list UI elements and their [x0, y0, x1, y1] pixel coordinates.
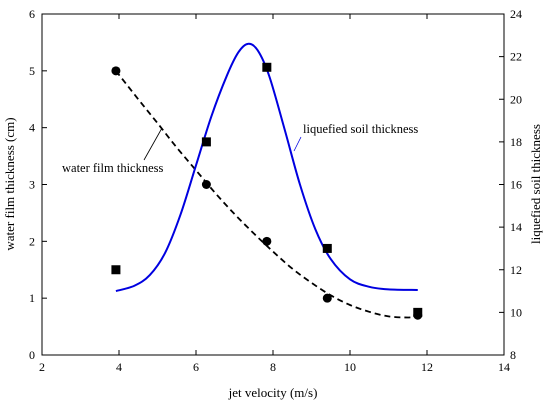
x-tick-label: 12 — [421, 360, 433, 374]
left-y-tick-label: 1 — [29, 291, 35, 305]
plot-frame — [41, 13, 505, 356]
right-y-tick-label: 18 — [510, 135, 522, 149]
x-tick-label: 4 — [116, 360, 122, 374]
x-tick-label: 2 — [39, 360, 45, 374]
right-y-tick-label: 12 — [510, 263, 522, 277]
water-film-thickness-point — [322, 293, 332, 303]
liquefied-soil-thickness-point — [262, 62, 272, 72]
water-film-annotation: water film thickness — [62, 161, 163, 175]
x-tick-label: 14 — [498, 360, 510, 374]
fit-curves — [115, 42, 418, 319]
left-y-tick-label: 4 — [29, 121, 35, 135]
liquefied-soil-thickness-fit-line — [115, 42, 418, 293]
liquefied-soil-thickness-point — [111, 265, 121, 275]
water-film-thickness-point — [262, 236, 272, 246]
right-y-tick-label: 14 — [510, 220, 522, 234]
liquefied-soil-thickness-point — [322, 243, 332, 253]
right-y-tick-label: 20 — [510, 92, 522, 106]
right-y-tick-label: 10 — [510, 305, 522, 319]
liquefied-soil-leader-line — [293, 136, 302, 152]
x-tick-label: 8 — [270, 360, 276, 374]
liquefied-soil-thickness-point — [413, 307, 423, 317]
left-y-tick-label: 6 — [29, 7, 35, 21]
right-y-tick-label: 8 — [510, 348, 516, 362]
water-film-thickness-point — [201, 180, 211, 189]
left-y-tick-label: 5 — [29, 64, 35, 78]
left-y-tick-label: 3 — [29, 178, 35, 192]
water-film-thickness-point — [111, 66, 121, 76]
liquefied-soil-thickness-point — [201, 137, 211, 147]
data-markers — [111, 62, 423, 320]
liquefied-soil-annotation: liquefied soil thickness — [303, 122, 418, 136]
x-tick-label: 6 — [193, 360, 199, 374]
left-y-tick-label: 2 — [29, 234, 35, 248]
x-axis-title: jet velocity (m/s) — [228, 385, 318, 400]
right-y-tick-label: 16 — [510, 178, 522, 192]
left-y-tick-label: 0 — [29, 348, 35, 362]
left-y-axis-title: water film thickness (cm) — [2, 117, 17, 250]
water-film-leader-line — [143, 127, 163, 161]
right-y-tick-label: 24 — [510, 7, 522, 21]
right-y-tick-label: 22 — [510, 50, 522, 64]
right-y-axis-title: liquefied soil thickness — [528, 124, 543, 244]
water-film-thickness-fit-line — [115, 70, 418, 319]
x-tick-label: 10 — [344, 360, 356, 374]
